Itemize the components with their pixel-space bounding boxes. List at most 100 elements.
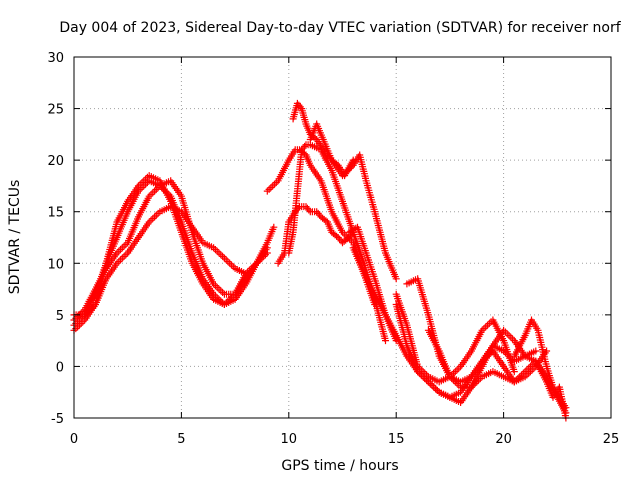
data-point-marker	[118, 244, 126, 252]
data-point-marker	[510, 368, 518, 376]
data-point-marker	[217, 287, 225, 295]
data-point-marker	[117, 246, 124, 253]
data-point-marker	[138, 184, 146, 192]
data-point-marker	[149, 215, 157, 223]
data-point-marker	[419, 373, 427, 381]
data-point-marker	[430, 383, 438, 391]
data-point-marker	[451, 368, 459, 376]
data-point-marker	[267, 184, 275, 192]
grid-lines	[74, 57, 611, 418]
data-point-marker	[525, 364, 533, 372]
data-point-marker	[215, 285, 223, 293]
x-tick-label: 0	[70, 432, 78, 447]
data-point-marker	[140, 182, 148, 190]
data-point-marker	[484, 321, 491, 329]
x-axis-label: GPS time / hours	[281, 458, 398, 474]
data-point-marker	[382, 337, 389, 345]
data-point-marker	[149, 189, 157, 197]
data-point-marker	[151, 187, 159, 195]
chart-title: Day 004 of 2023, Sidereal Day-to-day VTE…	[59, 20, 621, 36]
data-point-marker	[450, 369, 457, 377]
y-tick-label: 20	[47, 154, 64, 169]
data-point-marker	[505, 332, 513, 339]
data-point-marker	[213, 247, 221, 255]
series-track-6	[263, 146, 379, 308]
y-tick-label: 0	[56, 360, 64, 375]
data-point-marker	[269, 182, 277, 190]
data-point-marker	[152, 211, 160, 219]
data-point-marker	[421, 375, 429, 382]
y-tick-label: 10	[47, 257, 64, 272]
data-point-marker	[509, 335, 516, 343]
data-point-marker	[151, 213, 159, 221]
data-point-marker	[220, 254, 228, 262]
data-point-marker	[453, 366, 461, 374]
axis-ticks: 0 5 10 15 20 25 -5 0 5 10 15 20 25 30	[47, 51, 619, 447]
data-point-marker	[120, 242, 128, 250]
data-point-marker	[523, 366, 531, 374]
data-point-marker	[333, 232, 341, 240]
plot-frame	[73, 56, 612, 419]
data-point-marker	[296, 103, 304, 111]
data-point-marker	[346, 165, 354, 173]
series-track-7	[285, 141, 389, 345]
data-point-marker	[316, 211, 324, 219]
data-point-marker	[528, 361, 536, 369]
y-tick-label: 15	[47, 206, 64, 221]
data-point-marker	[263, 187, 271, 195]
data-point-marker	[118, 254, 126, 262]
data-point-marker	[473, 378, 481, 386]
data-point-marker	[417, 371, 425, 379]
data-point-marker	[526, 362, 534, 370]
data-point-marker	[147, 216, 155, 224]
data-point-marker	[115, 247, 123, 255]
data-point-marker	[453, 380, 461, 388]
series-track-12	[392, 290, 518, 386]
x-tick-label: 10	[281, 432, 298, 447]
y-tick-label: -5	[51, 412, 64, 427]
data-point-marker	[224, 258, 232, 266]
data-point-marker	[219, 289, 227, 296]
data-point-marker	[271, 180, 278, 188]
series-track-14	[392, 301, 540, 401]
data-point-marker	[305, 206, 313, 214]
data-point-marker	[117, 256, 124, 264]
x-tick-label: 5	[177, 432, 185, 447]
x-tick-label: 25	[603, 432, 620, 447]
data-point-marker	[213, 283, 221, 291]
y-tick-label: 5	[56, 309, 64, 324]
data-point-marker	[482, 323, 490, 331]
series-track-17	[521, 352, 570, 422]
series-track-1	[70, 172, 271, 334]
data-point-marker	[532, 347, 540, 355]
data-point-marker	[432, 385, 440, 393]
data-point-marker	[122, 251, 130, 259]
data-point-marker	[301, 142, 309, 150]
x-tick-label: 20	[495, 432, 512, 447]
data-point-marker	[222, 299, 230, 307]
data-point-marker	[152, 185, 160, 193]
y-axis-label: SDTVAR / TECUs	[7, 180, 23, 295]
series-track-9	[306, 120, 400, 283]
data-point-marker	[507, 333, 515, 341]
data-points	[70, 99, 570, 422]
y-tick-label: 30	[47, 51, 64, 66]
y-tick-label: 25	[47, 103, 64, 118]
data-point-marker	[265, 185, 273, 193]
data-point-marker	[455, 364, 463, 372]
data-point-marker	[270, 223, 278, 231]
data-point-marker	[217, 251, 225, 259]
data-point-marker	[219, 252, 227, 260]
data-point-marker	[120, 252, 128, 260]
data-point-marker	[392, 275, 400, 283]
series-track-4	[70, 203, 278, 319]
data-point-marker	[143, 179, 151, 186]
data-point-marker	[226, 259, 234, 267]
data-point-marker	[228, 261, 235, 269]
x-tick-label: 15	[388, 432, 405, 447]
data-point-marker	[215, 249, 223, 257]
data-point-marker	[222, 256, 230, 264]
series-track-15	[424, 326, 570, 417]
data-point-marker	[521, 368, 529, 376]
